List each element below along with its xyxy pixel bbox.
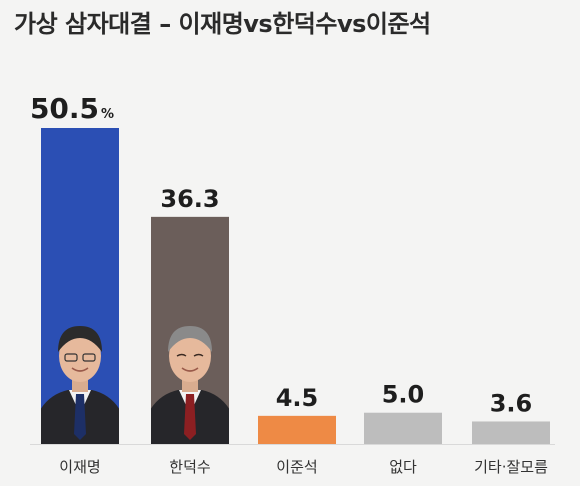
face-shape <box>59 330 101 382</box>
candidate-photo-1 <box>41 326 119 444</box>
tie-shape <box>184 394 196 440</box>
category-label-2: 한덕수 <box>169 458 210 476</box>
neck-shape <box>72 380 88 392</box>
category-label-1: 이재명 <box>59 458 100 476</box>
glasses-left <box>64 353 78 362</box>
category-label-5: 기타·잘모름 <box>474 458 548 476</box>
bar-group-4: 5.0 없다 <box>364 381 442 476</box>
value-label-2: 36.3 <box>160 185 219 213</box>
unit-label: % <box>101 107 114 122</box>
value-label-3: 4.5 <box>276 384 319 412</box>
hair-shape <box>168 326 212 352</box>
bar-group-1: 50.5 % 이재명 <box>30 92 119 476</box>
mouth-shape <box>71 367 89 372</box>
glasses-right <box>82 353 96 362</box>
face-shape <box>169 330 211 382</box>
bar-5 <box>472 421 550 444</box>
bar-group-5: 3.6 기타·잘모름 <box>472 389 550 476</box>
candidate-photo-2 <box>151 326 229 444</box>
category-label-3: 이준석 <box>276 458 317 476</box>
value-label-4: 5.0 <box>382 381 425 409</box>
bar-group-3: 4.5 이준석 <box>258 384 336 476</box>
category-label-4: 없다 <box>389 458 417 476</box>
bar-3 <box>258 415 336 444</box>
neck-shape <box>182 380 198 392</box>
hair-shape <box>58 326 102 352</box>
value-label-5: 3.6 <box>490 389 533 417</box>
tie-shape <box>74 394 86 440</box>
mouth-shape <box>181 367 199 372</box>
bar-4 <box>364 412 442 444</box>
eyes-shape <box>176 353 204 357</box>
bar-group-2: 36.3 한덕수 <box>151 185 229 476</box>
chart-title: 가상 삼자대결 – 이재명vs한덕수vs이준석 <box>14 10 431 38</box>
value-label-1: 50.5% <box>30 92 114 125</box>
